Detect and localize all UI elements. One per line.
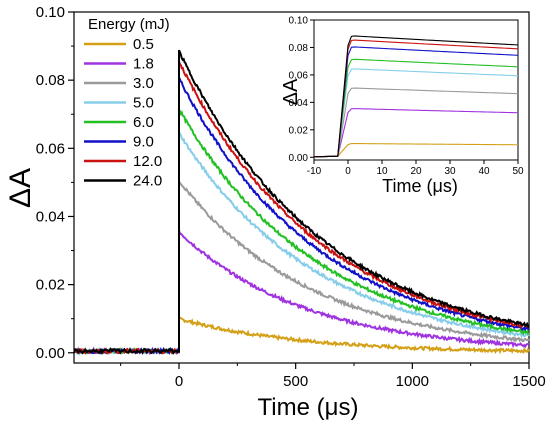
inset-series-line-12.0 (313, 39, 519, 158)
inset-series-line-6.0 (313, 58, 519, 158)
legend-label-6.0: 6.0 (133, 114, 154, 131)
y-tick-label: 0.04 (36, 208, 65, 225)
inset-y-axis-label: ΔA (280, 78, 302, 105)
inset-x-tick-label: 30 (444, 166, 456, 177)
legend-label-9.0: 9.0 (133, 134, 154, 151)
x-tick-label: 1500 (512, 373, 545, 390)
y-tick-label: 0.00 (36, 345, 65, 362)
legend-title: Energy (mJ) (88, 16, 170, 33)
x-tick-label: 500 (283, 373, 308, 390)
main-plot-frame (73, 11, 530, 364)
y-tick-label: 0.06 (36, 140, 65, 157)
inset-series-group (313, 35, 519, 158)
series-line-3.0 (73, 180, 530, 356)
main-y-ticks: 0.00 0.02 0.04 0.06 0.08 0.10 (36, 4, 74, 362)
inset-series-line-24.0 (313, 35, 519, 158)
legend-label-12.0: 12.0 (133, 153, 162, 170)
inset-x-axis-label: Time (μs) (382, 176, 458, 196)
inset-y-tick-label: 0.00 (289, 153, 309, 164)
legend-items: 0.5 1.8 3.0 5.0 6.0 9.0 12.0 24.0 (84, 36, 162, 190)
inset-series-line-3.0 (313, 87, 519, 158)
inset-series-line-9.0 (313, 46, 519, 158)
y-tick-label: 0.10 (36, 4, 65, 21)
inset-y-ticks: 0.00 0.02 0.04 0.06 0.08 0.10 (289, 16, 314, 164)
series-line-1.8 (73, 230, 530, 356)
inset-y-tick-label: 0.06 (289, 70, 309, 81)
inset-x-ticks: -10 0 10 20 30 40 50 (307, 160, 524, 177)
main-series-group (73, 49, 530, 356)
inset-y-tick-label: 0.10 (289, 16, 309, 27)
inset-x-tick-label: 20 (410, 166, 422, 177)
x-tick-label: 0 (175, 373, 183, 390)
inset-series-line-0.5 (313, 143, 519, 158)
inset-background (290, 14, 522, 194)
inset-x-tick-label: -10 (307, 166, 322, 177)
main-plot: 0 500 1000 1500 0.000.020.040.060.080.10 Ti… (4, 4, 546, 421)
inset-series-line-5.0 (313, 68, 519, 158)
legend: Energy (mJ) 0.5 1.8 3.0 5.0 6.0 9.0 12.0 24.0 (84, 16, 170, 190)
legend-label-3.0: 3.0 (133, 75, 154, 92)
main-x-ticks: 0 500 1000 1500 (120, 363, 546, 390)
inset-plot: -10 0 10 20 30 40 50 0.000.020.040.060.080.10 … (280, 14, 524, 196)
inset-x-tick-label: 40 (478, 166, 490, 177)
inset-x-tick-label: 10 (376, 166, 388, 177)
inset-y-tick-label: 0.04 (289, 98, 309, 109)
y-tick-label: 0.08 (36, 72, 65, 89)
inset-series-line-1.8 (313, 108, 519, 158)
x-tick-label: 1000 (396, 373, 429, 390)
inset-x-tick-label: 0 (345, 166, 351, 177)
legend-label-5.0: 5.0 (133, 95, 154, 112)
series-line-24.0 (73, 49, 530, 355)
legend-label-24.0: 24.0 (133, 173, 162, 190)
x-axis-label: Time (μs) (258, 394, 359, 421)
y-tick-label: 0.02 (36, 277, 65, 294)
inset-y-tick-label: 0.08 (289, 43, 309, 54)
legend-label-1.8: 1.8 (133, 56, 154, 73)
inset-y-tick-label: 0.02 (289, 125, 309, 136)
y-axis-label: ΔA (4, 168, 37, 208)
legend-label-0.5: 0.5 (133, 36, 154, 53)
inset-x-tick-label: 50 (512, 166, 524, 177)
